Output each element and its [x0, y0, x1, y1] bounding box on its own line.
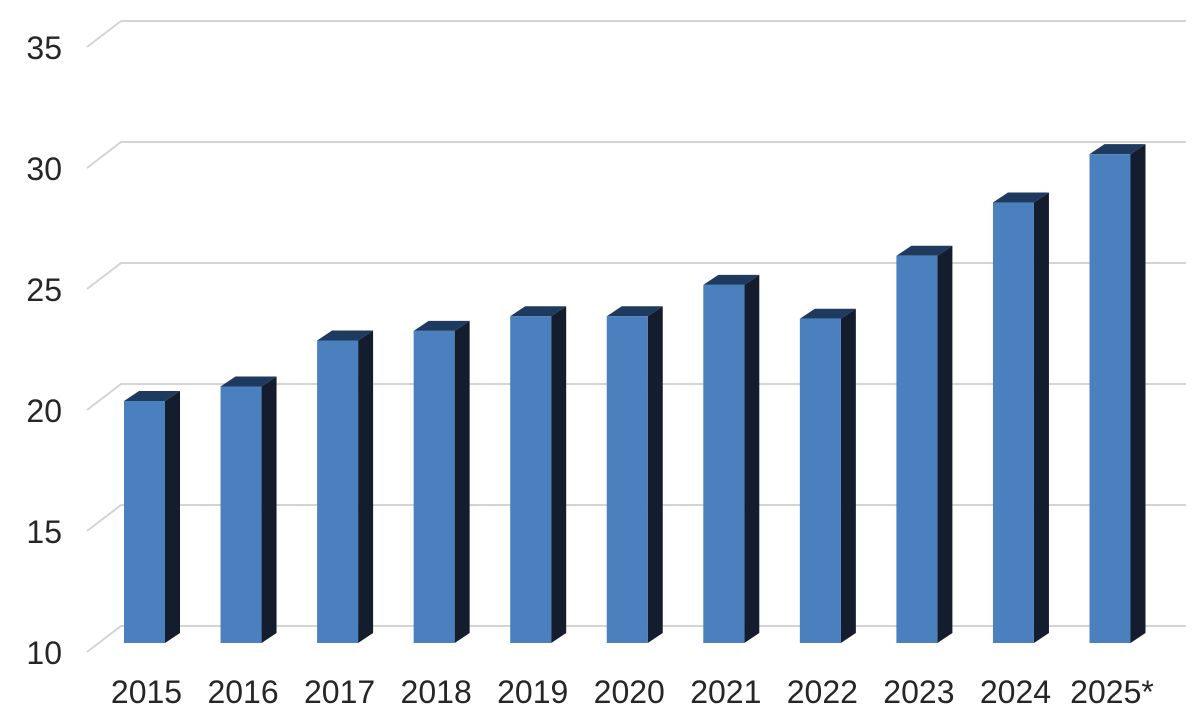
- bar-2017-top: [317, 330, 374, 341]
- bar-2016-side: [261, 376, 277, 643]
- x-tick-label-2021: 2021: [690, 674, 761, 710]
- bar-2025*-top: [1089, 144, 1146, 155]
- bar-2016-front: [220, 386, 262, 643]
- x-tick-label-2020: 2020: [594, 674, 665, 710]
- bar-2022-side: [840, 308, 856, 643]
- bar-2020-top: [606, 306, 663, 317]
- bar-2019-side: [551, 306, 567, 643]
- y-tick-label-35: 35: [26, 30, 62, 66]
- bar-2018-side: [454, 320, 470, 643]
- y-tick-label-10: 10: [26, 635, 62, 671]
- bar-2023-top: [896, 245, 953, 256]
- bar-2024-front: [992, 202, 1034, 643]
- bar-2017-front: [317, 340, 359, 643]
- x-tick-label-2023: 2023: [883, 674, 954, 710]
- bar-2023-side: [937, 245, 953, 644]
- bar-2021-front: [703, 284, 745, 643]
- x-tick-label-2025*: 2025*: [1070, 674, 1154, 710]
- x-tick-label-2019: 2019: [497, 674, 568, 710]
- bar-2025*-side: [1130, 144, 1146, 643]
- bar-2022-front: [799, 318, 841, 643]
- bar-2017-side: [358, 330, 374, 643]
- y-tick-label-20: 20: [26, 393, 62, 429]
- bar-2023-front: [896, 255, 938, 644]
- bar-2016-top: [220, 376, 277, 387]
- gridline-25: [86, 262, 1186, 290]
- y-tick-label-15: 15: [26, 514, 62, 550]
- bar-2015-front: [124, 401, 165, 643]
- bar-2019-top: [510, 306, 567, 317]
- x-tick-label-2018: 2018: [401, 674, 472, 710]
- gridline-30: [86, 141, 1186, 169]
- bar-2021-side: [744, 274, 760, 643]
- bar-2025*-front: [1089, 154, 1131, 643]
- bar-2018-front: [413, 330, 455, 643]
- bar-2020-side: [647, 306, 663, 643]
- bar-2024-side: [1033, 192, 1049, 643]
- y-tick-label-25: 25: [26, 272, 62, 308]
- bar-2015-side: [165, 391, 180, 643]
- gridline-35: [86, 20, 1186, 48]
- bar-2018-top: [413, 320, 470, 331]
- bar-2019-front: [510, 316, 552, 643]
- bar-2022-top: [799, 308, 856, 319]
- bar-2020-front: [606, 316, 648, 643]
- x-tick-label-2017: 2017: [304, 674, 375, 710]
- bar-2015-top: [124, 391, 180, 401]
- x-tick-label-2024: 2024: [980, 674, 1051, 710]
- x-tick-label-2016: 2016: [207, 674, 278, 710]
- bar-2024-top: [992, 192, 1049, 203]
- bar-2021-top: [703, 274, 760, 285]
- x-tick-label-2015: 2015: [111, 674, 182, 710]
- y-tick-label-30: 30: [26, 151, 62, 187]
- x-tick-label-2022: 2022: [787, 674, 858, 710]
